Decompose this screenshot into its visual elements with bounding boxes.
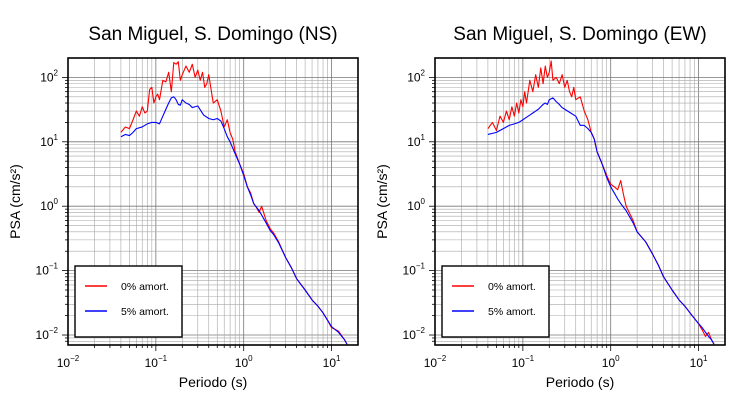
- x-tick-label: 10−1: [512, 354, 535, 370]
- legend-label: 0% amort.: [121, 281, 169, 293]
- y-tick-label: 101: [40, 133, 58, 149]
- chart-title: San Miguel, S. Domingo (EW): [453, 24, 706, 45]
- y-tick-label: 10−2: [36, 326, 59, 342]
- y-tick-label: 100: [40, 197, 58, 213]
- x-tick-label: 10−2: [57, 354, 80, 370]
- x-tick-label: 100: [602, 354, 620, 370]
- legend-label: 0% amort.: [488, 281, 536, 293]
- y-tick-label: 102: [40, 68, 58, 84]
- y-tick-label: 10−2: [403, 326, 426, 342]
- chart-panel-ew: San Miguel, S. Domingo (EW) 10−2 10−1 100 10…: [374, 24, 726, 390]
- x-axis-label: Periodo (s): [179, 374, 247, 390]
- x-tick-label: 101: [323, 354, 341, 370]
- plot-frame: [67, 57, 359, 346]
- y-tick-label: 10−1: [36, 262, 59, 278]
- x-tick-label: 100: [235, 354, 253, 370]
- x-tick-label: 10−2: [424, 354, 447, 370]
- x-tick-label: 101: [690, 354, 708, 370]
- legend-label: 5% amort.: [488, 306, 536, 318]
- legend-box: [441, 265, 550, 338]
- plot-frame: [434, 57, 726, 346]
- chart-panel-ns: San Miguel, S. Domingo (NS) 10−2 10−1 100 10…: [7, 24, 359, 390]
- chart-title: San Miguel, S. Domingo (NS): [88, 24, 337, 45]
- series-line-damped: [120, 96, 348, 345]
- legend-label: 5% amort.: [121, 306, 169, 318]
- x-axis-label: Periodo (s): [546, 374, 614, 390]
- legend-box: [74, 265, 183, 338]
- y-tick-label: 102: [407, 68, 425, 84]
- legend: 0% amort. 5% amort.: [441, 265, 550, 338]
- y-tick-label: 101: [407, 133, 425, 149]
- y-axis-label: PSA (cm/s²): [7, 164, 23, 239]
- y-tick-label: 10−1: [403, 262, 426, 278]
- tick-marks: [62, 76, 332, 351]
- y-axis-label: PSA (cm/s²): [374, 164, 390, 239]
- legend: 0% amort. 5% amort.: [74, 265, 183, 338]
- y-tick-label: 100: [407, 197, 425, 213]
- x-tick-label: 10−1: [145, 354, 168, 370]
- series-line-damped: [487, 97, 715, 345]
